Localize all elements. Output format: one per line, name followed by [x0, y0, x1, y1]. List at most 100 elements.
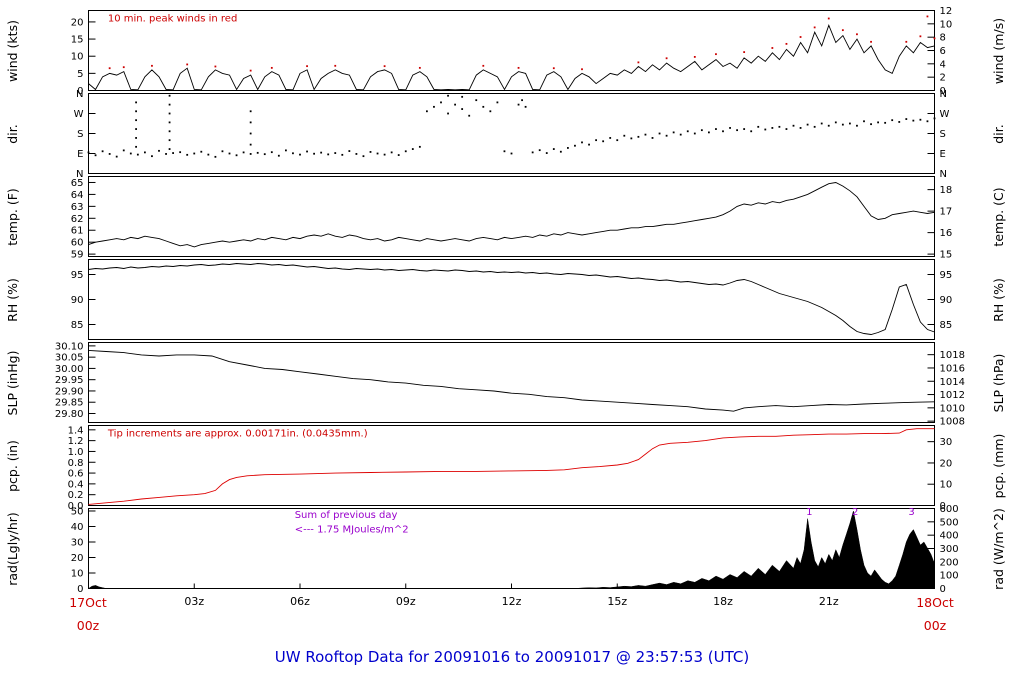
- svg-text:SLP (inHg): SLP (inHg): [5, 351, 20, 416]
- svg-text:RH (%): RH (%): [5, 278, 20, 322]
- svg-text:N: N: [76, 89, 83, 100]
- x-end-date: 18Oct: [916, 595, 954, 610]
- svg-text:5: 5: [77, 69, 83, 80]
- svg-text:0: 0: [77, 584, 83, 595]
- svg-text:S: S: [77, 129, 83, 140]
- svg-text:10 min. peak winds in red: 10 min. peak winds in red: [108, 14, 237, 25]
- svg-text:1008: 1008: [940, 417, 965, 428]
- svg-text:500: 500: [940, 517, 959, 528]
- x-tick-label: 06z: [290, 595, 310, 608]
- svg-text:0.4: 0.4: [68, 479, 84, 490]
- svg-text:dir.: dir.: [991, 124, 1006, 143]
- svg-text:E: E: [77, 149, 83, 160]
- svg-text:10: 10: [940, 19, 953, 30]
- humidity-panel: 85 90 95 85 90 95 RH (%) RH (%): [5, 259, 1006, 340]
- svg-text:61: 61: [71, 226, 84, 237]
- svg-text:1016: 1016: [940, 363, 965, 374]
- svg-text:dir.: dir.: [5, 124, 20, 143]
- svg-text:rad(Lgly/hr): rad(Lgly/hr): [5, 512, 20, 586]
- svg-text:20: 20: [940, 458, 953, 469]
- svg-text:15: 15: [940, 250, 953, 261]
- svg-text:40: 40: [71, 522, 84, 533]
- svg-text:0: 0: [77, 86, 83, 97]
- svg-text:wind (m/s): wind (m/s): [991, 18, 1006, 84]
- svg-text:17: 17: [940, 207, 953, 218]
- svg-text:S: S: [940, 129, 946, 140]
- svg-text:29.80: 29.80: [55, 409, 84, 420]
- svg-text:wind (kts): wind (kts): [5, 20, 20, 82]
- svg-text:1014: 1014: [940, 377, 965, 388]
- svg-text:0.6: 0.6: [68, 469, 84, 480]
- svg-text:90: 90: [940, 295, 953, 306]
- x-tick-label: 21z: [818, 595, 839, 608]
- svg-text:1010: 1010: [940, 403, 965, 414]
- svg-text:1.2: 1.2: [68, 436, 84, 447]
- svg-text:15: 15: [71, 35, 84, 46]
- svg-text:Tip increments are approx. 0.0: Tip increments are approx. 0.00171in. (0…: [107, 429, 368, 440]
- svg-text:62: 62: [71, 214, 84, 225]
- svg-text:100: 100: [940, 571, 959, 582]
- svg-text:8: 8: [940, 33, 946, 44]
- svg-text:59: 59: [71, 250, 84, 261]
- svg-text:1018: 1018: [940, 350, 965, 361]
- svg-text:1.0: 1.0: [68, 447, 84, 458]
- svg-text:W: W: [74, 109, 84, 120]
- svg-text:65: 65: [71, 178, 84, 189]
- svg-text:0: 0: [940, 86, 946, 97]
- svg-text:0.8: 0.8: [68, 458, 84, 469]
- x-start-hour: 00z: [76, 618, 100, 633]
- x-tick-label: 15z: [607, 595, 628, 608]
- x-end-label: 18Oct 00z: [916, 595, 954, 633]
- svg-text:10: 10: [71, 52, 84, 63]
- svg-text:temp. (F): temp. (F): [5, 188, 20, 246]
- x-tick-label: 12z: [501, 595, 522, 608]
- svg-text:30: 30: [940, 437, 953, 448]
- svg-text:600: 600: [940, 504, 959, 515]
- svg-text:30.10: 30.10: [55, 341, 84, 352]
- x-tick-label: 03z: [184, 595, 205, 608]
- svg-text:pcp. (in): pcp. (in): [5, 440, 20, 492]
- wind-panel: 0 5 10 15 20 0 2 4 6 8 10 12 wind (kts) wind (m/s) 10 …: [5, 6, 1006, 97]
- svg-text:20: 20: [71, 553, 84, 564]
- x-tick-label: 18z: [713, 595, 733, 608]
- svg-text:64: 64: [71, 190, 84, 201]
- svg-text:10: 10: [940, 480, 953, 491]
- svg-text:30.00: 30.00: [55, 364, 84, 375]
- svg-text:4: 4: [940, 59, 946, 70]
- svg-text:Sum of previous day: Sum of previous day: [295, 510, 398, 521]
- svg-text:18: 18: [940, 185, 953, 196]
- svg-text:W: W: [940, 109, 950, 120]
- svg-text:300: 300: [940, 544, 959, 555]
- svg-text:N: N: [76, 169, 83, 180]
- svg-text:1.4: 1.4: [68, 425, 84, 436]
- svg-text:85: 85: [71, 320, 84, 331]
- x-axis: 17Oct 00z 18Oct 00z 03z 06z 09z 12z 15z 18z 21…: [0, 592, 1024, 648]
- svg-text:12: 12: [940, 6, 953, 17]
- x-end-hour: 00z: [923, 618, 947, 633]
- svg-text:E: E: [940, 149, 946, 160]
- svg-text:60: 60: [71, 238, 84, 249]
- svg-text:rad (W/m^2): rad (W/m^2): [991, 508, 1006, 590]
- svg-text:400: 400: [940, 531, 959, 542]
- chart-title: UW Rooftop Data for 20091016 to 20091017…: [274, 648, 750, 666]
- svg-text:2: 2: [940, 73, 946, 84]
- svg-text:200: 200: [940, 557, 959, 568]
- svg-text:90: 90: [71, 295, 84, 306]
- svg-text:30: 30: [71, 537, 84, 548]
- svg-text:0.0: 0.0: [68, 501, 84, 512]
- svg-text:30.05: 30.05: [55, 353, 84, 364]
- x-start-date: 17Oct: [69, 595, 107, 610]
- svg-text:29.85: 29.85: [55, 398, 84, 409]
- svg-text:3: 3: [908, 507, 914, 518]
- svg-text:0.2: 0.2: [68, 490, 84, 501]
- svg-text:85: 85: [940, 320, 953, 331]
- svg-text:<--- 1.75 MJoules/m^2: <--- 1.75 MJoules/m^2: [295, 525, 409, 536]
- svg-text:0: 0: [940, 584, 946, 595]
- svg-text:N: N: [940, 169, 947, 180]
- svg-text:16: 16: [940, 228, 953, 239]
- svg-text:10: 10: [71, 568, 84, 579]
